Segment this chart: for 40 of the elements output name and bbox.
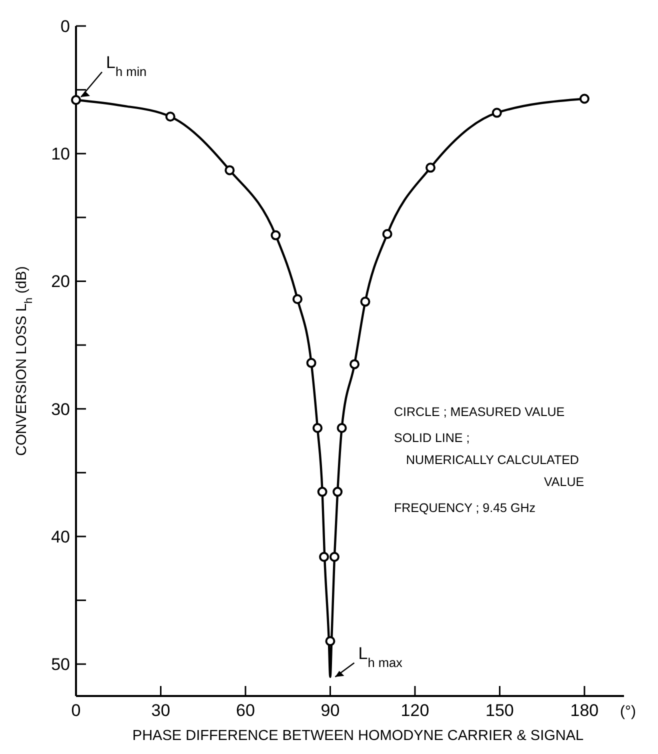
y-tick-label: 40 xyxy=(51,527,70,546)
point xyxy=(325,636,336,646)
point xyxy=(492,108,502,118)
x-tick-label: 120 xyxy=(400,701,430,720)
point xyxy=(350,359,360,370)
text: (°) xyxy=(620,703,636,720)
annotation: VALUE xyxy=(544,475,584,489)
y-tick-label: 30 xyxy=(51,400,70,419)
point xyxy=(165,112,176,122)
y-tick-label: 10 xyxy=(51,144,70,164)
point xyxy=(317,486,328,497)
x-axis-title: PHASE DIFFERENCE BETWEEN HOMODYNE CARRIER & SIGNAL xyxy=(132,728,584,744)
x-tick-label: 180 xyxy=(570,701,599,720)
x-tick-label: 90 xyxy=(320,701,340,720)
annotation: CIRCLE ; MEASURED VALUE xyxy=(394,405,565,419)
point xyxy=(306,358,316,368)
point xyxy=(270,230,281,240)
annotation: SOLID LINE ; xyxy=(394,431,470,445)
point xyxy=(292,294,302,304)
y-tick-label: 0 xyxy=(60,16,70,36)
x-tick-label: 60 xyxy=(236,701,255,720)
point xyxy=(426,162,436,173)
y-tick-label: 50 xyxy=(51,655,70,674)
point xyxy=(319,552,330,562)
annotation: L$_{h min}$ xyxy=(106,53,147,79)
point xyxy=(360,296,370,307)
annotation: NUMERICALLY CALCULATED xyxy=(406,453,579,467)
x-tick-label: 30 xyxy=(151,701,170,720)
point xyxy=(329,552,340,562)
y-tick-label: 20 xyxy=(51,272,70,292)
point xyxy=(224,165,235,176)
point xyxy=(71,95,81,106)
annotation: FREQUENCY ; 9.45 GHz xyxy=(394,501,536,515)
point xyxy=(382,229,392,240)
point xyxy=(579,94,590,104)
annotation: L$_{h max}$ xyxy=(358,644,404,670)
point xyxy=(336,423,347,433)
point xyxy=(312,423,323,433)
point xyxy=(332,486,343,497)
x-tick-label: 150 xyxy=(486,701,514,720)
